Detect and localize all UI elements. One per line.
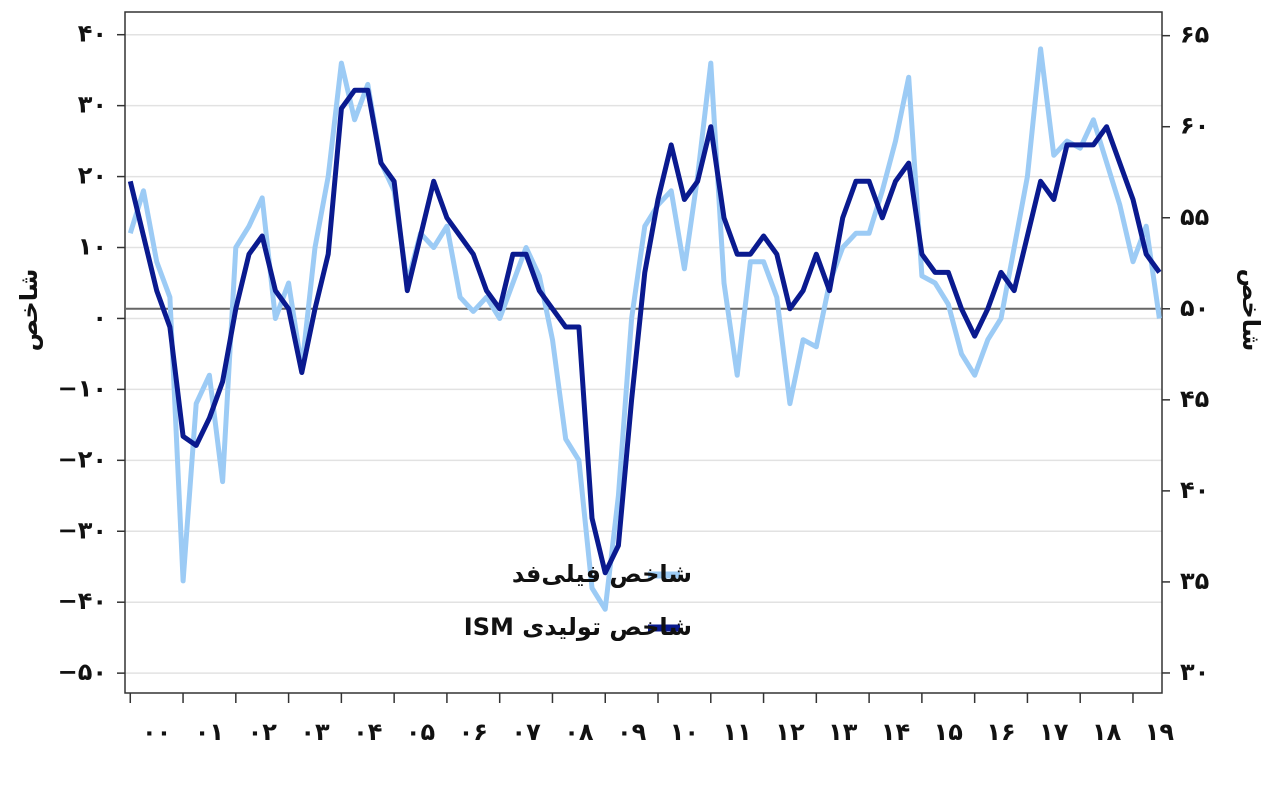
plot-frame bbox=[124, 11, 1163, 694]
y2-tick-label: ۵۰ bbox=[1180, 294, 1209, 322]
y2-tick-label: ۴۵ bbox=[1180, 385, 1209, 413]
x-tick-label: ۰۸ bbox=[564, 718, 594, 746]
x-tick-label: ۱۷ bbox=[1039, 718, 1069, 746]
y-tick-label: ۴۰ bbox=[78, 20, 107, 48]
legend-label: شاخص تولیدی ISM bbox=[464, 613, 692, 641]
y-tick-label: ۱۰ bbox=[78, 233, 107, 261]
x-tick-label: ۰۵ bbox=[406, 718, 435, 746]
y2-tick-label: ۳۰ bbox=[1180, 658, 1209, 686]
x-tick-label: ۱۰ bbox=[670, 718, 699, 746]
x-tick-label: ۱۲ bbox=[775, 718, 805, 746]
y2-tick-label: ۶۰ bbox=[1180, 112, 1209, 140]
x-tick-label: ۰۲ bbox=[248, 718, 278, 746]
y-tick-label: −۳۰ bbox=[58, 516, 107, 544]
y2-tick-label: ۵۵ bbox=[1180, 203, 1209, 231]
y2-tick-label: ۶۵ bbox=[1180, 21, 1209, 49]
x-tick-label: ۱۵ bbox=[934, 718, 963, 746]
y2-axis-label: شاخص bbox=[1237, 269, 1265, 352]
y-tick-label: −۲۰ bbox=[58, 445, 107, 473]
y-axis-label: شاخص bbox=[15, 269, 43, 352]
x-tick-label: ۱۶ bbox=[986, 718, 1015, 746]
x-tick-label: ۰۹ bbox=[617, 718, 647, 746]
data-line bbox=[127, 46, 1162, 612]
x-tick-label: ۰۶ bbox=[459, 718, 488, 746]
y-tick-label: ۲۰ bbox=[78, 162, 107, 190]
y-tick-label: ۰ bbox=[92, 303, 107, 331]
x-tick-label: ۰۰ bbox=[142, 718, 171, 746]
x-tick-label: ۰۷ bbox=[511, 718, 541, 746]
y-tick-label: −۵۰ bbox=[58, 658, 107, 686]
x-tick-label: ۱۹ bbox=[1145, 718, 1175, 746]
data-line bbox=[127, 87, 1162, 576]
x-tick-label: ۱۱ bbox=[723, 718, 752, 746]
y2-tick-label: ۴۰ bbox=[1180, 476, 1209, 504]
y-tick-label: −۱۰ bbox=[58, 374, 107, 402]
x-tick-label: ۱۸ bbox=[1092, 718, 1122, 746]
x-tick-label: ۰۱ bbox=[195, 718, 224, 746]
y-tick-label: −۴۰ bbox=[58, 587, 107, 615]
x-tick-label: ۰۳ bbox=[300, 718, 330, 746]
x-tick-label: ۰۴ bbox=[353, 718, 382, 746]
y-tick-label: ۳۰ bbox=[78, 91, 107, 119]
legend-label: شاخص فیلی‌فد bbox=[512, 560, 692, 588]
y2-tick-label: ۳۵ bbox=[1180, 567, 1209, 595]
x-tick-label: ۱۳ bbox=[828, 718, 858, 746]
x-tick-label: ۱۴ bbox=[881, 718, 910, 746]
